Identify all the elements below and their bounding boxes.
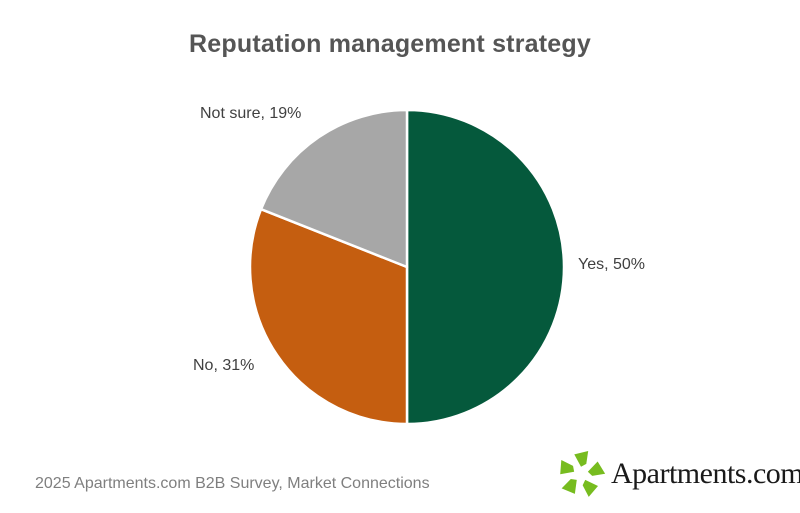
chart-title: Reputation management strategy <box>189 30 591 58</box>
pinwheel-petal <box>560 460 575 475</box>
logo-wordmark: Apartments.com™ <box>611 459 800 489</box>
pie-label-not-sure: Not sure, 19% <box>200 105 302 122</box>
pie-slice-no <box>248 207 409 426</box>
pie-slice-yes <box>405 108 566 426</box>
pie-label-yes: Yes, 50% <box>578 256 646 273</box>
logo-brand-text: Apartments.com <box>611 457 800 490</box>
pinwheel-petal <box>574 450 589 467</box>
pie-slice-not-sure <box>259 108 409 269</box>
pie-label-no: No, 31% <box>193 357 255 374</box>
pinwheel-petal <box>587 461 606 476</box>
apartments-logo: Apartments.com™ <box>556 450 800 498</box>
pinwheel-petal <box>561 479 577 494</box>
pinwheel-petal <box>582 479 599 497</box>
apartments-pinwheel-icon <box>560 450 606 497</box>
pie-chart <box>248 108 566 426</box>
source-note: 2025 Apartments.com B2B Survey, Market C… <box>35 475 430 492</box>
